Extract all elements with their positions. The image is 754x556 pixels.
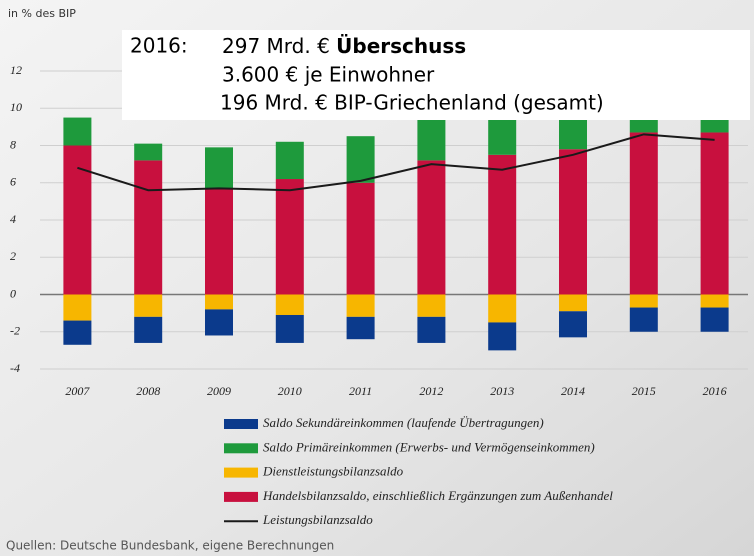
y-tick-label: 4 <box>10 212 16 226</box>
legend-label: Saldo Primäreinkommen (Erwerbs- und Verm… <box>263 439 595 454</box>
x-tick-label: 2012 <box>419 384 443 398</box>
bar-segment <box>346 182 375 295</box>
bar-segment <box>700 307 729 332</box>
bar-segment <box>275 294 304 315</box>
bar-segment <box>488 294 517 323</box>
bar-segment <box>205 147 233 189</box>
bar-segment <box>629 294 658 308</box>
x-tick-label: 2016 <box>703 384 727 398</box>
y-tick-label: 0 <box>10 286 16 300</box>
annotation-line: 196 Mrd. € BIP-Griechenland (gesamt) <box>220 91 604 115</box>
bar-segment <box>346 136 375 183</box>
bar-segment <box>488 154 517 295</box>
x-tick-label: 2014 <box>561 384 585 398</box>
x-tick-label: 2009 <box>207 384 231 398</box>
x-tick-label: 2013 <box>490 384 514 398</box>
y-tick-label: -2 <box>10 324 20 338</box>
annotation-box <box>122 30 750 120</box>
y-tick-label: 6 <box>10 175 16 189</box>
bar-segment <box>346 316 375 340</box>
y-tick-label: 10 <box>10 100 22 114</box>
bar-segment <box>629 307 658 332</box>
legend-label: Saldo Sekundäreinkommen (laufende Übertr… <box>263 415 544 430</box>
annotation: 2016: 297 Mrd. € Überschuss 3.600 € je E… <box>122 30 750 120</box>
x-tick-label: 2015 <box>632 384 656 398</box>
y-tick-label: -4 <box>10 361 20 375</box>
bar-segment <box>629 132 658 295</box>
bar-segment <box>275 141 304 180</box>
legend-swatch <box>224 443 258 454</box>
legend-swatch <box>224 467 258 478</box>
bar-segment <box>559 117 587 150</box>
bar-segment <box>559 149 587 295</box>
bar-segment <box>559 311 587 338</box>
y-tick-label: 2 <box>10 249 16 263</box>
bar-segment <box>417 117 446 161</box>
bar-segment <box>417 316 446 343</box>
annotation-headline: 297 Mrd. € Überschuss <box>222 34 466 58</box>
x-tick-label: 2010 <box>278 384 302 398</box>
bar-segment <box>134 294 163 317</box>
bar-segment <box>417 294 446 317</box>
bar-segment <box>205 309 233 336</box>
bar-segment <box>205 294 233 310</box>
bar-segment <box>700 294 729 308</box>
x-tick-label: 2007 <box>65 384 90 398</box>
legend-label: Handelsbilanzsaldo, einschließlich Ergän… <box>262 488 613 503</box>
plot: -4 -2 0 2 4 6 8 10 12 2007 2008 2009 2010 2011 2012 201… <box>10 63 748 527</box>
bar-segment <box>63 320 92 345</box>
bar-segment <box>205 188 233 295</box>
legend-swatch <box>224 491 258 502</box>
bar-segment <box>134 160 163 295</box>
annotation-year: 2016: <box>130 34 188 58</box>
bar-segment <box>63 294 92 321</box>
source: Quellen: Deutsche Bundesbank, eigene Ber… <box>6 539 334 553</box>
y-tick-label: 8 <box>10 137 16 151</box>
bar-segment <box>63 117 92 146</box>
bar-segment <box>488 322 517 351</box>
bar-segment <box>488 117 517 155</box>
annotation-emphasis: Überschuss <box>336 34 466 58</box>
bar-segment <box>700 132 729 295</box>
bar-segment <box>275 314 304 343</box>
x-tick-label: 2011 <box>349 384 372 398</box>
unit-label: in % des BIP <box>8 7 76 20</box>
bar-segment <box>275 179 304 295</box>
bar-segment <box>134 316 163 343</box>
legend-label: Dienstleistungsbilanzsaldo <box>262 464 404 479</box>
annotation-amount: 297 Mrd. € <box>222 34 330 58</box>
bar-segment <box>417 160 446 295</box>
bar-segment <box>346 294 375 317</box>
annotation-line: 3.600 € je Einwohner <box>222 63 435 87</box>
line <box>77 133 715 192</box>
legend-label: Leistungsbilanzsaldo <box>262 512 373 527</box>
legend-swatch <box>224 419 258 429</box>
x-tick-label: 2008 <box>136 384 160 398</box>
bar-segment <box>134 143 163 161</box>
bar-segment <box>559 294 587 312</box>
y-tick-label: 12 <box>10 63 22 77</box>
